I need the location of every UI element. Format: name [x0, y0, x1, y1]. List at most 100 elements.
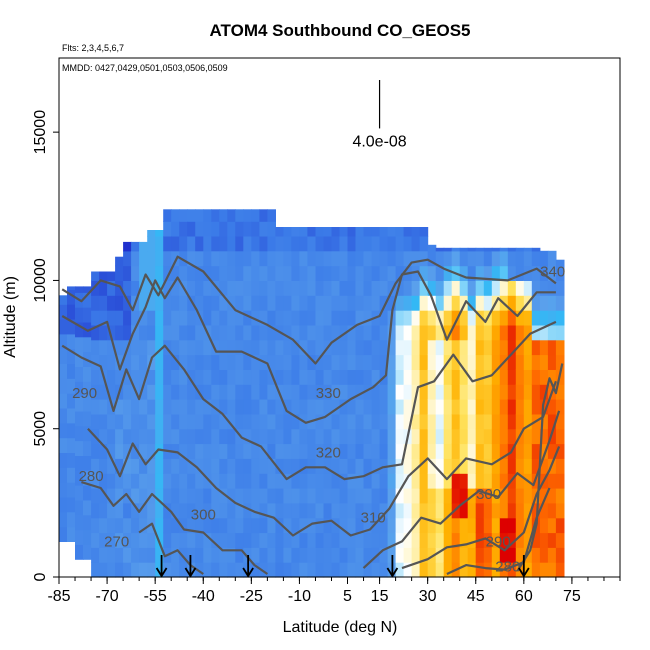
flight-arrows: [155, 555, 530, 578]
heatmap-cell: [515, 517, 525, 534]
heatmap-cell: [339, 280, 349, 296]
heatmap-cell: [483, 265, 493, 281]
heatmap-cell: [67, 511, 76, 528]
heatmap-cell: [83, 366, 92, 382]
scale-bar-label: 4.0e-08: [352, 133, 406, 150]
heatmap-cell: [283, 547, 292, 563]
heatmap-cell: [195, 209, 204, 222]
heatmap-cell: [523, 339, 533, 356]
heatmap-cell: [459, 547, 469, 563]
heatmap-cell: [251, 354, 260, 370]
heatmap-cell: [259, 310, 268, 326]
heatmap-cell: [235, 473, 244, 489]
heatmap-cell: [163, 532, 172, 548]
heatmap-cell: [427, 517, 437, 534]
heatmap-cell: [251, 280, 260, 296]
heatmap-cell: [539, 280, 549, 296]
heatmap-cell: [251, 209, 260, 222]
heatmap-cell: [131, 354, 140, 370]
heatmap-cell: [91, 271, 100, 281]
heatmap-cell: [59, 363, 68, 379]
heatmap-cell: [139, 428, 148, 445]
heatmap-cell: [227, 280, 236, 296]
heatmap-cell: [91, 502, 100, 519]
heatmap-cell: [523, 458, 533, 474]
heatmap-cell: [299, 235, 308, 252]
heatmap-cell: [427, 310, 437, 326]
heatmap-cell: [163, 295, 172, 311]
heatmap-cell: [155, 265, 164, 281]
heatmap-cell: [467, 532, 477, 548]
heatmap-cell: [123, 473, 132, 489]
heatmap-cell: [531, 562, 541, 578]
heatmap-cell: [323, 443, 333, 459]
heatmap-cell: [123, 369, 132, 385]
heatmap-cell: [195, 235, 204, 252]
x-tick-label: -70: [96, 588, 119, 605]
heatmap-cell: [451, 250, 461, 267]
heatmap-cell: [371, 488, 381, 504]
heatmap-cell: [67, 496, 76, 513]
heatmap-cell: [467, 399, 477, 415]
heatmap-cell: [219, 547, 228, 563]
heatmap-cell: [259, 562, 268, 578]
flight-arrow: [184, 555, 197, 578]
heatmap-cell: [443, 547, 453, 563]
heatmap-cell: [299, 384, 308, 400]
heatmap-cell: [547, 443, 557, 459]
heatmap-cell: [275, 458, 284, 474]
heatmap-cell: [59, 319, 68, 335]
heatmap-cell: [435, 547, 445, 563]
heatmap-cell: [539, 547, 549, 563]
heatmap-cell: [387, 517, 397, 534]
heatmap-cell: [75, 396, 84, 412]
heatmap-cell: [187, 517, 196, 534]
heatmap-cell: [315, 532, 325, 548]
heatmap-cell: [515, 324, 525, 341]
heatmap-cell: [387, 428, 397, 445]
heatmap-cell: [131, 339, 140, 356]
heatmap-cell: [291, 517, 300, 534]
heatmap-cell: [467, 339, 477, 356]
heatmap-cell: [83, 292, 92, 308]
heatmap-cell: [235, 310, 244, 326]
heatmap-cell: [163, 221, 172, 237]
heatmap-cell: [91, 280, 100, 296]
heatmap-cell: [395, 443, 405, 459]
heatmap-cell: [523, 488, 533, 504]
heatmap-cell: [267, 458, 276, 474]
heatmap-cell: [539, 413, 549, 430]
heatmap-cell: [339, 458, 349, 474]
heatmap-cell: [267, 250, 276, 267]
heatmap-cell: [419, 428, 429, 445]
heatmap-cell: [219, 458, 228, 474]
heatmap-cell: [499, 369, 509, 385]
heatmap-cell: [307, 532, 316, 548]
heatmap-cell: [267, 399, 276, 415]
heatmap-cell: [355, 428, 365, 445]
heatmap-cell: [299, 458, 308, 474]
heatmap-cell: [243, 502, 252, 519]
heatmap-cell: [419, 369, 429, 385]
heatmap-cell: [75, 425, 84, 442]
heatmap-cell: [515, 265, 525, 281]
heatmap-cell: [379, 339, 389, 356]
heatmap-cell: [323, 265, 333, 281]
heatmap-cell: [435, 295, 445, 311]
heatmap-cell: [83, 485, 92, 501]
heatmap-cell: [443, 369, 453, 385]
heatmap-cell: [387, 339, 397, 356]
heatmap-cell: [307, 562, 316, 578]
heatmap-cell: [235, 517, 244, 534]
heatmap-cell: [531, 265, 541, 281]
heatmap-cell: [147, 339, 156, 356]
heatmap-cell: [107, 443, 116, 459]
heatmap-cell: [483, 399, 493, 415]
heatmap-cell: [331, 235, 341, 252]
heatmap-cell: [299, 324, 308, 341]
heatmap-cell: [211, 209, 220, 222]
heatmap-cell: [131, 473, 140, 489]
heatmap-cell: [179, 235, 188, 252]
heatmap-cell: [115, 413, 124, 430]
heatmap-cell: [99, 532, 108, 548]
